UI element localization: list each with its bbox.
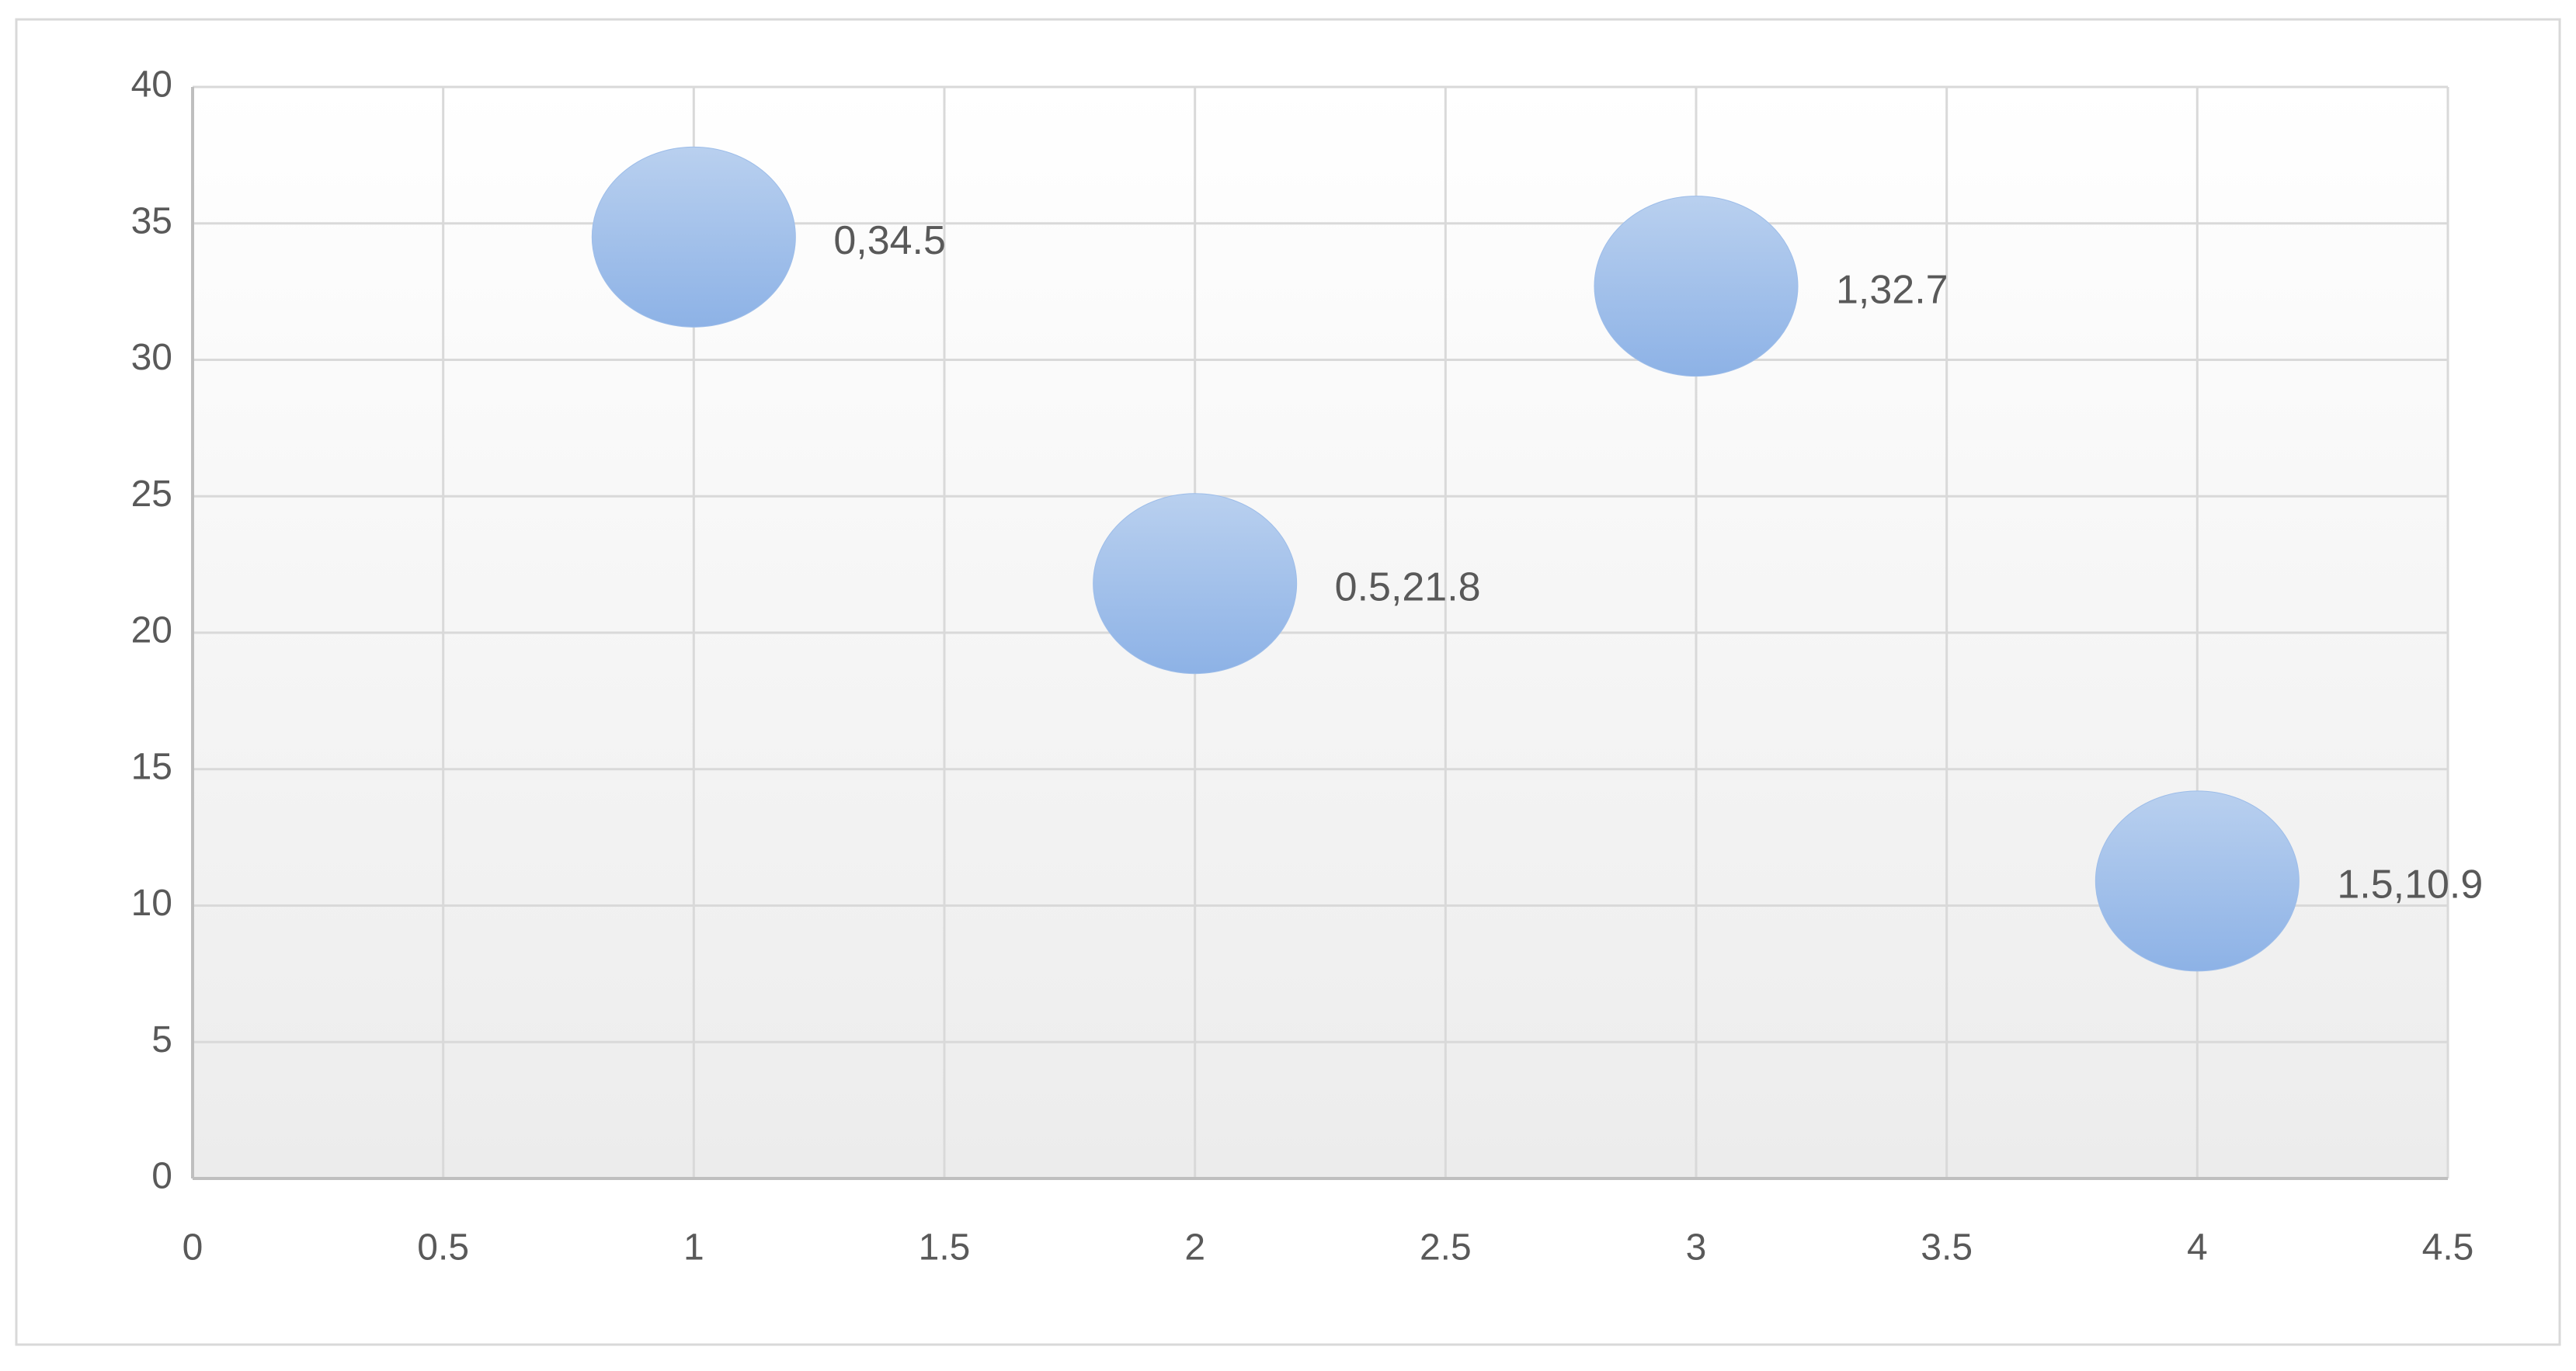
data-label: 0,34.5: [833, 218, 946, 263]
y-tick-label: 10: [131, 883, 172, 924]
y-tick-label: 30: [131, 337, 172, 378]
x-tick-label: 3.5: [1921, 1227, 1973, 1269]
y-tick-label: 5: [151, 1019, 172, 1060]
y-tick-label: 20: [131, 610, 172, 651]
y-tick-label: 35: [131, 200, 172, 241]
y-tick-label: 0: [151, 1156, 172, 1197]
data-label: 0.5,21.8: [1335, 564, 1481, 609]
x-tick-label: 0.5: [417, 1227, 469, 1269]
bubble: [591, 146, 796, 328]
x-tick-label: 3: [1686, 1227, 1707, 1269]
bubble: [1594, 196, 1799, 377]
x-tick-label: 1.5: [919, 1227, 971, 1269]
data-label: 1,32.7: [1836, 267, 1949, 312]
x-tick-label: 0: [183, 1227, 203, 1269]
y-tick-label: 40: [131, 64, 172, 106]
x-tick-label: 2: [1184, 1227, 1205, 1269]
bubble: [1093, 493, 1298, 675]
data-label: 1.5,10.9: [2337, 863, 2483, 908]
y-tick-label: 15: [131, 746, 172, 787]
x-tick-label: 4: [2187, 1227, 2208, 1269]
x-tick-label: 1: [683, 1227, 704, 1269]
x-tick-label: 2.5: [1420, 1227, 1472, 1269]
x-tick-label: 4.5: [2422, 1227, 2474, 1269]
bubble: [2095, 790, 2300, 972]
y-tick-label: 25: [131, 474, 172, 515]
